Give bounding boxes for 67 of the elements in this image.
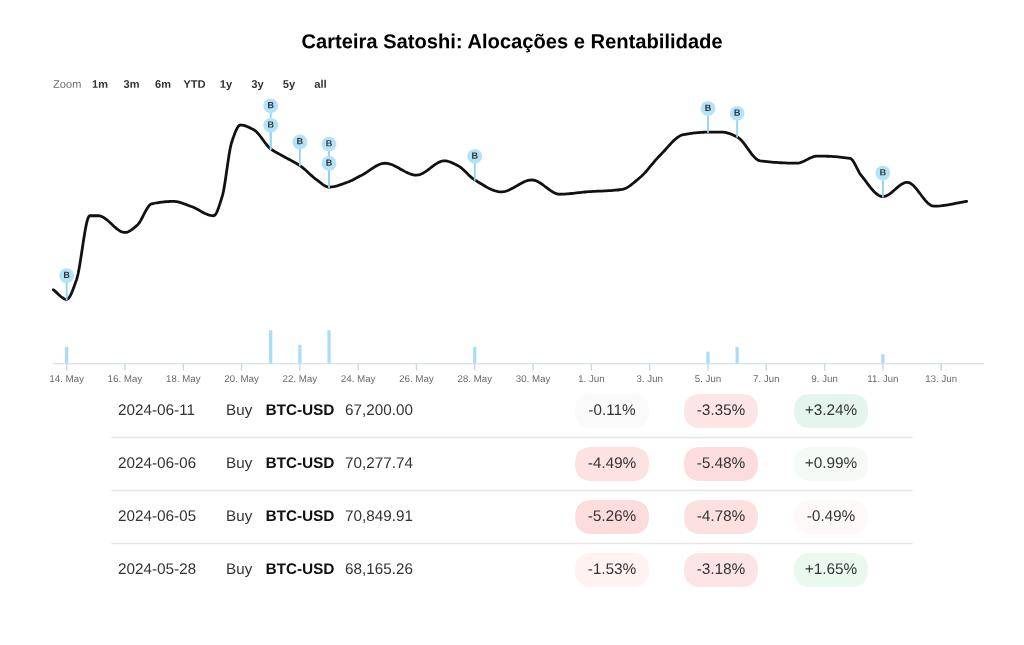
- text: -0.49%: [807, 510, 855, 522]
- x-tick-label: 13. Jun: [925, 375, 957, 383]
- text: 3y: [251, 80, 264, 91]
- text: 1y: [220, 80, 233, 91]
- text: 2024-06-11: [118, 404, 195, 416]
- text: -3.18%: [697, 563, 745, 575]
- text: -0.11%: [589, 404, 636, 416]
- text: 70,849.91: [345, 510, 413, 523]
- text: all: [314, 79, 326, 88]
- annotation: B: [880, 169, 886, 176]
- annotation: B: [326, 159, 332, 166]
- text: Buy: [227, 404, 253, 419]
- text: BTC-USD: [266, 510, 334, 522]
- x-tick-label: 1. Jun: [578, 375, 604, 383]
- annotation: B: [326, 140, 332, 147]
- x-tick-label: 20. May: [224, 375, 259, 384]
- annotation: B: [472, 152, 478, 159]
- annotation: B: [268, 121, 274, 128]
- x-tick-label: 24. May: [341, 375, 376, 384]
- chart-title: Carteira Satoshi: Alocações e Rentabilidade: [302, 33, 722, 53]
- text: -1.53%: [588, 563, 636, 575]
- x-tick-label: 7. Jun: [753, 375, 779, 383]
- x-tick-label: 9. Jun: [811, 375, 838, 383]
- text: -4.78%: [697, 510, 745, 522]
- text: 70,277.74: [345, 457, 413, 470]
- x-tick-label: 16. May: [108, 375, 143, 384]
- annotation: B: [705, 104, 711, 111]
- text: BTC-USD: [266, 404, 334, 416]
- text: 6m: [155, 80, 171, 88]
- text: BTC-USD: [266, 457, 334, 469]
- text: -5.48%: [697, 457, 745, 469]
- annotation: B: [734, 109, 740, 116]
- annotation: B: [297, 138, 303, 145]
- text: -5.26%: [588, 510, 636, 522]
- bar: [269, 330, 273, 364]
- text: 67,200.00: [345, 404, 413, 417]
- text: Buy: [227, 563, 253, 578]
- text: 3m: [123, 80, 139, 88]
- text: Buy: [227, 457, 253, 472]
- x-tick-label: 30. May: [516, 375, 551, 384]
- x-tick-label: 26. May: [399, 375, 434, 384]
- text: BTC-USD: [266, 563, 334, 575]
- x-tick-label: 22. May: [283, 375, 318, 384]
- text: +0.99%: [805, 457, 857, 469]
- text: 5y: [283, 80, 296, 91]
- text: +3.24%: [805, 404, 857, 416]
- text: 2024-06-05: [118, 510, 196, 522]
- x-tick-label: 11. Jun: [868, 375, 898, 383]
- x-tick-label: 28. May: [457, 375, 493, 384]
- annotation: B: [268, 101, 274, 109]
- x-tick-label: 14. May: [50, 375, 84, 384]
- bar: [706, 351, 710, 364]
- text: Buy: [227, 510, 253, 525]
- text: YTD: [183, 80, 206, 88]
- bar: [327, 330, 331, 364]
- x-tick-label: 5. Jun: [695, 375, 721, 383]
- text: -4.49%: [588, 457, 636, 469]
- text: 2024-06-06: [118, 457, 196, 469]
- text: 68,165.26: [345, 563, 413, 576]
- x-tick-label: 18. May: [166, 375, 201, 384]
- x-tick-label: 3. Jun: [636, 375, 663, 383]
- annotation: B: [64, 271, 70, 279]
- text: -3.35%: [697, 404, 745, 416]
- text: Zoom: [53, 80, 81, 88]
- text: +1.65%: [805, 563, 857, 575]
- text: 2024-05-28: [118, 563, 196, 575]
- text: 1m: [92, 80, 108, 88]
